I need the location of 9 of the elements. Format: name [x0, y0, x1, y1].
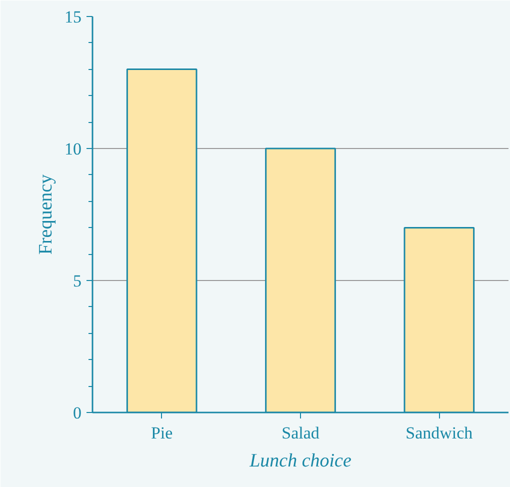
y-tick-label: 15: [64, 8, 82, 26]
y-tick-label: 0: [73, 404, 82, 422]
y-tick-label: 10: [64, 140, 82, 158]
x-tick-label: Pie: [150, 424, 173, 442]
x-axis-title: Lunch choice: [248, 450, 352, 472]
y-axis-title: Frequency: [36, 174, 56, 255]
x-tick-label: Sandwich: [406, 424, 474, 442]
y-tick-label: 5: [73, 272, 82, 290]
x-tick-label: Salad: [282, 424, 320, 442]
